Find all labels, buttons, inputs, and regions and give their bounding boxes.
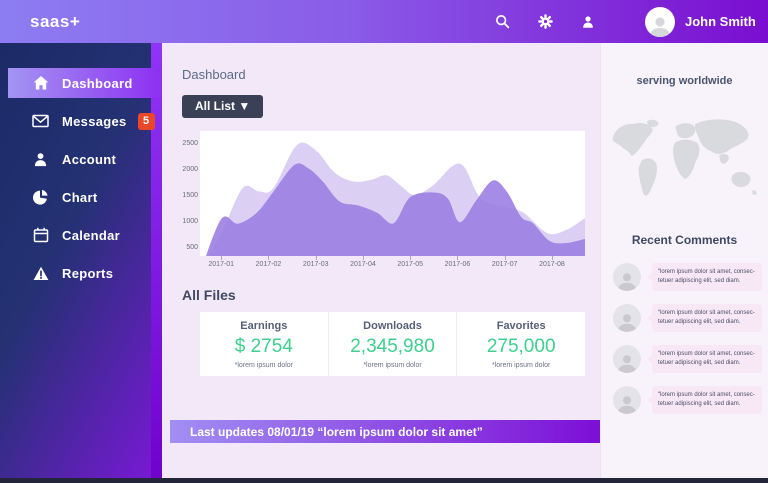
- stat-label: Downloads: [363, 319, 422, 332]
- stat-label: Favorites: [496, 319, 546, 332]
- all-files-heading: All Files: [182, 287, 236, 303]
- sidebar-item-label: Chart: [62, 189, 98, 205]
- stats-card: Earnings $ 2754 *lorem ipsum dolor Downl…: [200, 312, 585, 376]
- sidebar-item-label: Calendar: [62, 227, 121, 243]
- main-content: Dashboard All List ▼ 500 1000 1500 2000 2500…: [162, 43, 601, 483]
- x-tick-mark: [504, 256, 506, 260]
- series-dark: [200, 163, 585, 256]
- comment-item[interactable]: “lorem ipsum dolor sit amet, consec­tetu…: [601, 345, 768, 373]
- sidebar-item-calendar[interactable]: Calendar: [8, 220, 162, 250]
- alert-triangle-icon: [32, 265, 49, 282]
- stat-downloads: Downloads 2,345,980 *lorem ipsum dolor: [327, 312, 457, 376]
- sidebar-item-label: Reports: [62, 265, 114, 281]
- mail-icon: [32, 113, 49, 130]
- comment-item[interactable]: “lorem ipsum dolor sit amet, consec­tetu…: [601, 386, 768, 414]
- user-menu[interactable]: John Smith: [645, 6, 756, 37]
- comment-text: “lorem ipsum dolor sit amet, consec­tetu…: [652, 263, 762, 291]
- x-tick-mark: [457, 256, 459, 260]
- sidebar-item-reports[interactable]: Reports: [8, 258, 162, 288]
- x-tick-mark: [221, 256, 223, 260]
- comment-avatar: [613, 345, 641, 373]
- area-chart-svg: [200, 142, 585, 256]
- x-tick-label: 2017-02: [255, 261, 282, 268]
- x-tick-mark: [410, 256, 412, 260]
- comment-avatar: [613, 263, 641, 291]
- sidebar-item-label: Messages: [62, 113, 127, 129]
- pie-chart-icon: [32, 189, 49, 206]
- stat-favorites: Favorites 275,000 *lorem ipsum dolor: [456, 312, 585, 376]
- topbar: saas+ John Smith: [0, 0, 768, 43]
- y-tick-label: 1500: [182, 192, 198, 200]
- stat-earnings: Earnings $ 2754 *lorem ipsum dolor: [200, 312, 328, 376]
- x-tick-mark: [315, 256, 317, 260]
- stat-note: *lorem ipsum dolor: [234, 361, 294, 369]
- sidebar-accent-strip: [151, 43, 162, 483]
- sidebar-nav: Dashboard Messages 5 Account: [0, 68, 173, 296]
- user-icon: [32, 151, 49, 168]
- stat-label: Earnings: [240, 319, 288, 332]
- sidebar-item-chart[interactable]: Chart: [8, 182, 162, 212]
- x-tick-mark: [268, 256, 270, 260]
- chart-y-axis: 500 1000 1500 2000 2500: [182, 131, 198, 256]
- x-tick-mark: [362, 256, 364, 260]
- stat-note: *lorem ipsum dolor: [492, 361, 551, 369]
- x-tick-label: 2017-05: [397, 261, 424, 268]
- sidebar: Dashboard Messages 5 Account: [0, 43, 173, 483]
- comment-text: “lorem ipsum dolor sit amet, consec­tetu…: [652, 345, 762, 373]
- x-tick-label: 2017-01: [208, 261, 235, 268]
- home-icon: [32, 75, 49, 92]
- x-tick-label: 2017-08: [539, 261, 565, 268]
- search-icon[interactable]: [494, 14, 510, 30]
- calendar-icon: [32, 227, 49, 244]
- sidebar-item-label: Dashboard: [62, 75, 133, 91]
- settings-gear-icon[interactable]: [537, 14, 553, 30]
- comment-avatar: [613, 304, 641, 332]
- stat-value: 275,000: [486, 335, 556, 357]
- recent-comments-heading: Recent Comments: [631, 233, 738, 247]
- x-tick-label: 2017-06: [444, 261, 471, 268]
- y-tick-label: 2500: [182, 140, 198, 148]
- user-name: John Smith: [685, 14, 756, 29]
- sidebar-item-account[interactable]: Account: [8, 144, 162, 174]
- stat-note: *lorem ipsum dolor: [363, 361, 422, 369]
- sidebar-item-label: Account: [62, 151, 117, 167]
- y-tick-label: 2000: [182, 166, 198, 174]
- topbar-actions: [494, 14, 596, 30]
- last-updates-bar: Last updates 08/01/19 “lorem ipsum dolor…: [170, 420, 601, 443]
- world-map: [612, 119, 756, 196]
- user-icon[interactable]: [580, 14, 596, 30]
- comment-item[interactable]: “lorem ipsum dolor sit amet, consec­tetu…: [601, 304, 768, 332]
- chart-card: [200, 131, 585, 256]
- comments-list: “lorem ipsum dolor sit amet, consec­tetu…: [601, 263, 768, 414]
- x-tick-label: 2017-07: [491, 261, 518, 268]
- page-title: Dashboard: [182, 67, 246, 82]
- x-tick-label: 2017-04: [350, 261, 376, 268]
- right-sidebar: serving worldwide Recent Comments “lorem…: [600, 43, 768, 483]
- sidebar-item-dashboard[interactable]: Dashboard: [8, 68, 173, 98]
- area-chart: 500 1000 1500 2000 2500: [182, 131, 600, 256]
- y-tick-label: 1000: [182, 218, 198, 226]
- x-tick-mark: [551, 256, 553, 260]
- messages-count-badge: 5: [137, 112, 155, 130]
- comment-avatar: [613, 386, 641, 414]
- x-tick-label: 2017-03: [302, 261, 329, 268]
- sidebar-item-messages[interactable]: Messages 5: [8, 106, 162, 136]
- window-bottom-edge: [0, 478, 768, 483]
- all-list-dropdown-button[interactable]: All List ▼: [182, 95, 264, 118]
- avatar: [645, 6, 675, 37]
- stat-value: $ 2754: [234, 335, 293, 357]
- comment-text: “lorem ipsum dolor sit amet, consec­tetu…: [652, 304, 762, 332]
- serving-worldwide-label: serving worldwide: [636, 75, 733, 87]
- app-logo: saas+: [30, 11, 81, 31]
- y-tick-label: 500: [186, 244, 198, 252]
- chart-x-axis: 2017-01 2017-02 2017-03 2017-04 2017-05 2017-…: [200, 256, 585, 272]
- stat-value: 2,345,980: [350, 335, 435, 357]
- comment-item[interactable]: “lorem ipsum dolor sit amet, consec­tetu…: [601, 263, 768, 291]
- comment-text: “lorem ipsum dolor sit amet, consec­tetu…: [652, 386, 762, 414]
